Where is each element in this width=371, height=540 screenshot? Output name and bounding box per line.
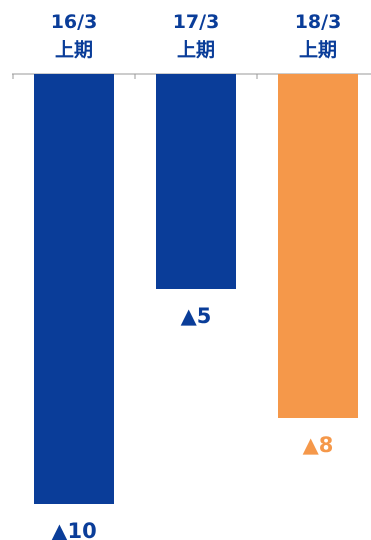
- value-label-1: ▲10: [51, 519, 96, 540]
- category-label-line1: 18/3: [295, 11, 342, 33]
- category-label-line1: 17/3: [173, 11, 220, 33]
- category-label-line2: 上期: [177, 39, 215, 61]
- bar-1: [34, 74, 114, 504]
- category-label-line2: 上期: [55, 39, 93, 61]
- value-label-2: ▲5: [181, 304, 212, 328]
- category-label-line2: 上期: [299, 39, 337, 61]
- bars: [34, 74, 358, 504]
- labels: 16/3 上期 ▲10 17/3 上期 ▲5 18/3 上期 ▲8: [51, 11, 342, 540]
- value-label-3: ▲8: [303, 433, 334, 457]
- bar-2: [156, 74, 236, 289]
- bar-3: [278, 74, 358, 418]
- category-label-line1: 16/3: [51, 11, 98, 33]
